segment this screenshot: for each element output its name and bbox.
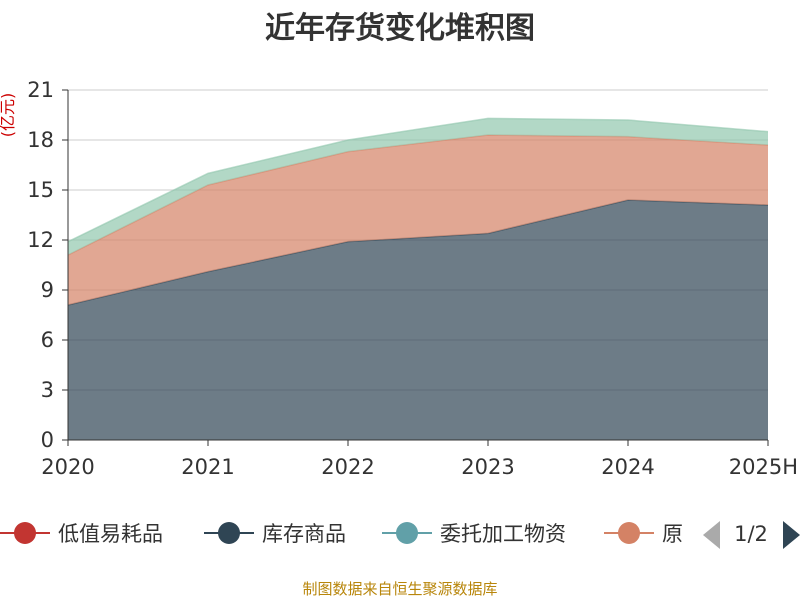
legend: 低值易耗品 库存商品 委托加工物资 原 1/2 [0,521,800,549]
y-tick-label-7: 21 [27,78,54,102]
y-tick-label-4: 12 [27,228,54,252]
area-series-edge-3 [67,134,769,256]
x-tick-label-4: 2024 [601,455,654,479]
legend-label-0: 低值易耗品 [58,522,163,546]
area-series-1 [68,200,768,440]
legend-marker-icon-0 [14,522,36,544]
y-tick-label-6: 18 [27,128,54,152]
legend-item-3[interactable]: 原 [604,522,683,546]
y-axis-unit-label: (亿元) [0,93,17,138]
x-tick-label-5: 2025H [729,455,798,479]
y-tick-label-2: 6 [41,328,54,352]
area-series-edge-4 [67,117,769,243]
chart-title: 近年存货变化堆积图 [265,11,535,46]
legend-prev-page-icon[interactable] [703,521,720,549]
x-tick-label-2: 2022 [321,455,374,479]
legend-item-2[interactable]: 委托加工物资 [382,522,566,546]
area-series-3 [68,135,768,305]
legend-next-page-icon[interactable] [783,521,800,549]
legend-item-0[interactable]: 低值易耗品 [0,522,163,546]
x-tick-label-1: 2021 [181,455,234,479]
y-tick-label-5: 15 [27,178,54,202]
area-series-4 [68,118,768,255]
legend-page-indicator: 1/2 [734,522,768,546]
legend-marker-icon-1 [218,522,240,544]
y-tick-label-0: 0 [41,428,54,452]
x-tick-label-0: 2020 [41,455,94,479]
data-source-note: 制图数据来自恒生聚源数据库 [302,580,497,598]
y-tick-label-3: 9 [41,278,54,302]
legend-marker-icon-3 [618,522,640,544]
x-tick-label-3: 2023 [461,455,514,479]
y-tick-label-1: 3 [41,378,54,402]
legend-item-1[interactable]: 库存商品 [204,522,346,546]
legend-label-3: 原 [662,522,683,546]
legend-label-2: 委托加工物资 [440,522,566,546]
legend-marker-icon-2 [396,522,418,544]
area-series-layer [67,117,769,440]
axes: 0 3 6 9 12 15 18 21 2020 2021 2022 2023 2024 2025H [27,78,798,479]
legend-label-1: 库存商品 [262,522,346,546]
